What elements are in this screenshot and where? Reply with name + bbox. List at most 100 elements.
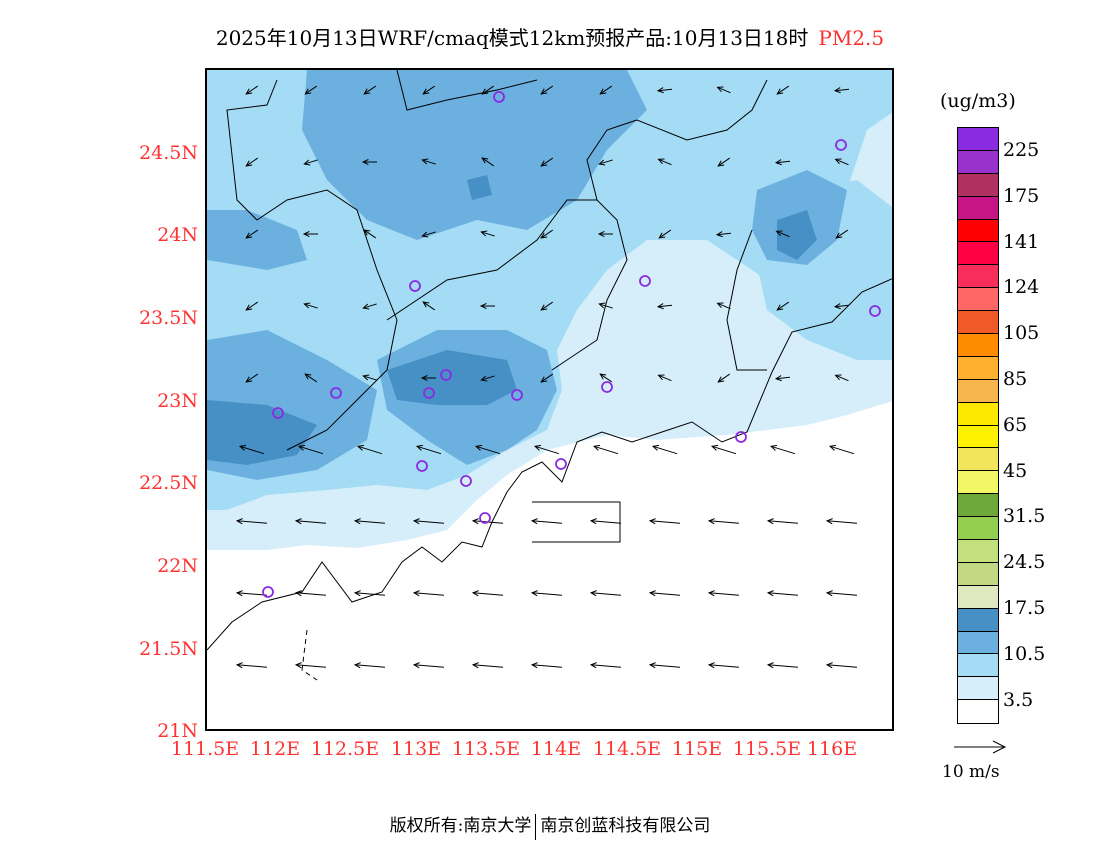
wind-arrow (834, 374, 849, 382)
colorbar-swatch (958, 608, 998, 632)
shade-medium-blue-north (302, 70, 647, 240)
colorbar-swatch (958, 700, 998, 724)
wind-arrow (530, 518, 562, 525)
lat-label: 22.5N (139, 472, 198, 494)
colorbar-swatch (958, 196, 998, 220)
wind-arrow (774, 375, 791, 382)
wind-reference-label: 10 m/s (942, 762, 1000, 782)
wind-arrow (648, 518, 680, 525)
lon-label: 112.5E (310, 738, 380, 760)
colorbar-swatch (958, 402, 998, 426)
wind-arrow (294, 590, 326, 597)
station-marker (262, 586, 274, 598)
wind-arrow (769, 444, 796, 455)
lon-label: 113E (390, 738, 442, 760)
wind-arrow (353, 662, 385, 669)
wind-arrow (361, 158, 377, 166)
wind-arrow (422, 85, 436, 95)
wind-arrow (412, 662, 444, 669)
wind-arrow (294, 518, 326, 525)
colorbar-swatch (958, 562, 998, 586)
wind-arrow (245, 373, 259, 383)
station-marker (409, 280, 421, 292)
wind-arrow (589, 590, 621, 597)
wind-arrow (303, 302, 318, 309)
title-main: 2025年10月13日WRF/cmaq模式12km预报产品:10月13日18时 (215, 26, 809, 50)
wind-arrow (481, 157, 495, 167)
lat-label: 24.5N (139, 142, 198, 164)
colorbar-swatch (958, 448, 998, 472)
wind-arrow (474, 444, 501, 455)
title-species: PM2.5 (818, 26, 885, 50)
wind-arrow (589, 662, 621, 669)
lat-label: 23.5N (139, 307, 198, 329)
colorbar-swatch (958, 425, 998, 449)
wind-arrow (825, 590, 857, 597)
wind-arrow (825, 518, 857, 525)
station-marker (511, 389, 523, 401)
wind-arrow (776, 301, 790, 311)
pm25-map (205, 68, 894, 731)
wind-arrow (421, 231, 436, 238)
wind-arrow (294, 662, 326, 669)
wind-arrow (471, 590, 503, 597)
wind-arrow (648, 590, 680, 597)
wind-arrow (235, 590, 267, 597)
colorbar-label: 24.5 (1003, 551, 1046, 574)
wind-arrow (775, 230, 790, 238)
colorbar-label: 45 (1003, 459, 1028, 482)
colorbar-label: 31.5 (1003, 505, 1046, 528)
wind-arrow (415, 444, 442, 455)
station-marker (639, 275, 651, 287)
wind-arrow (297, 444, 324, 455)
colorbar-swatch (958, 677, 998, 701)
colorbar-swatch (958, 265, 998, 289)
wind-arrow (480, 230, 495, 237)
wind-arrow (707, 662, 739, 669)
colorbar-label: 10.5 (1003, 642, 1046, 665)
colorbar-swatch (958, 631, 998, 655)
colorbar-swatch (958, 334, 998, 357)
station-marker (479, 512, 491, 524)
wind-arrow (422, 301, 436, 311)
colorbar-label: 105 (1003, 322, 1040, 345)
colorbar-swatch (958, 219, 998, 243)
colorbar-swatch (958, 379, 998, 403)
footer-copyright: 版权所有:南京大学 南京创蓝科技有限公司 (0, 811, 1100, 840)
wind-arrow (648, 662, 680, 669)
colorbar-label: 225 (1003, 138, 1040, 161)
colorbar-label: 175 (1003, 184, 1040, 207)
wind-arrow (356, 444, 383, 455)
wind-arrow (657, 374, 672, 382)
wind-arrow (776, 85, 790, 95)
wind-arrow (716, 86, 731, 94)
colorbar-unit: (ug/m3) (940, 90, 1016, 112)
wind-arrow (238, 444, 265, 455)
map-canvas (207, 70, 892, 681)
wind-arrow (766, 662, 798, 669)
lat-label: 24N (157, 224, 198, 246)
lon-label: 112E (249, 738, 301, 760)
wind-arrow (599, 85, 613, 95)
colorbar-label: 141 (1003, 230, 1040, 253)
station-marker (440, 369, 452, 381)
wind-arrow (353, 590, 385, 597)
wind-arrow (304, 85, 318, 95)
colorbar-swatch (958, 494, 998, 518)
wind-arrow (707, 518, 739, 525)
lat-label: 23N (157, 390, 198, 412)
station-marker (601, 381, 613, 393)
wind-arrow (540, 301, 554, 311)
wind-arrow (304, 373, 318, 383)
wind-arrow (717, 157, 731, 167)
wind-arrow (828, 444, 855, 455)
chart-title: 2025年10月13日WRF/cmaq模式12km预报产品:10月13日18时 P… (0, 22, 1100, 51)
wind-arrow (235, 518, 267, 525)
station-marker (330, 387, 342, 399)
wind-arrow (481, 85, 495, 95)
wind-arrow (656, 87, 673, 94)
wind-arrow (598, 302, 613, 309)
wind-arrow (589, 518, 621, 525)
wind-arrow (651, 444, 678, 455)
colorbar-swatch (958, 128, 998, 151)
